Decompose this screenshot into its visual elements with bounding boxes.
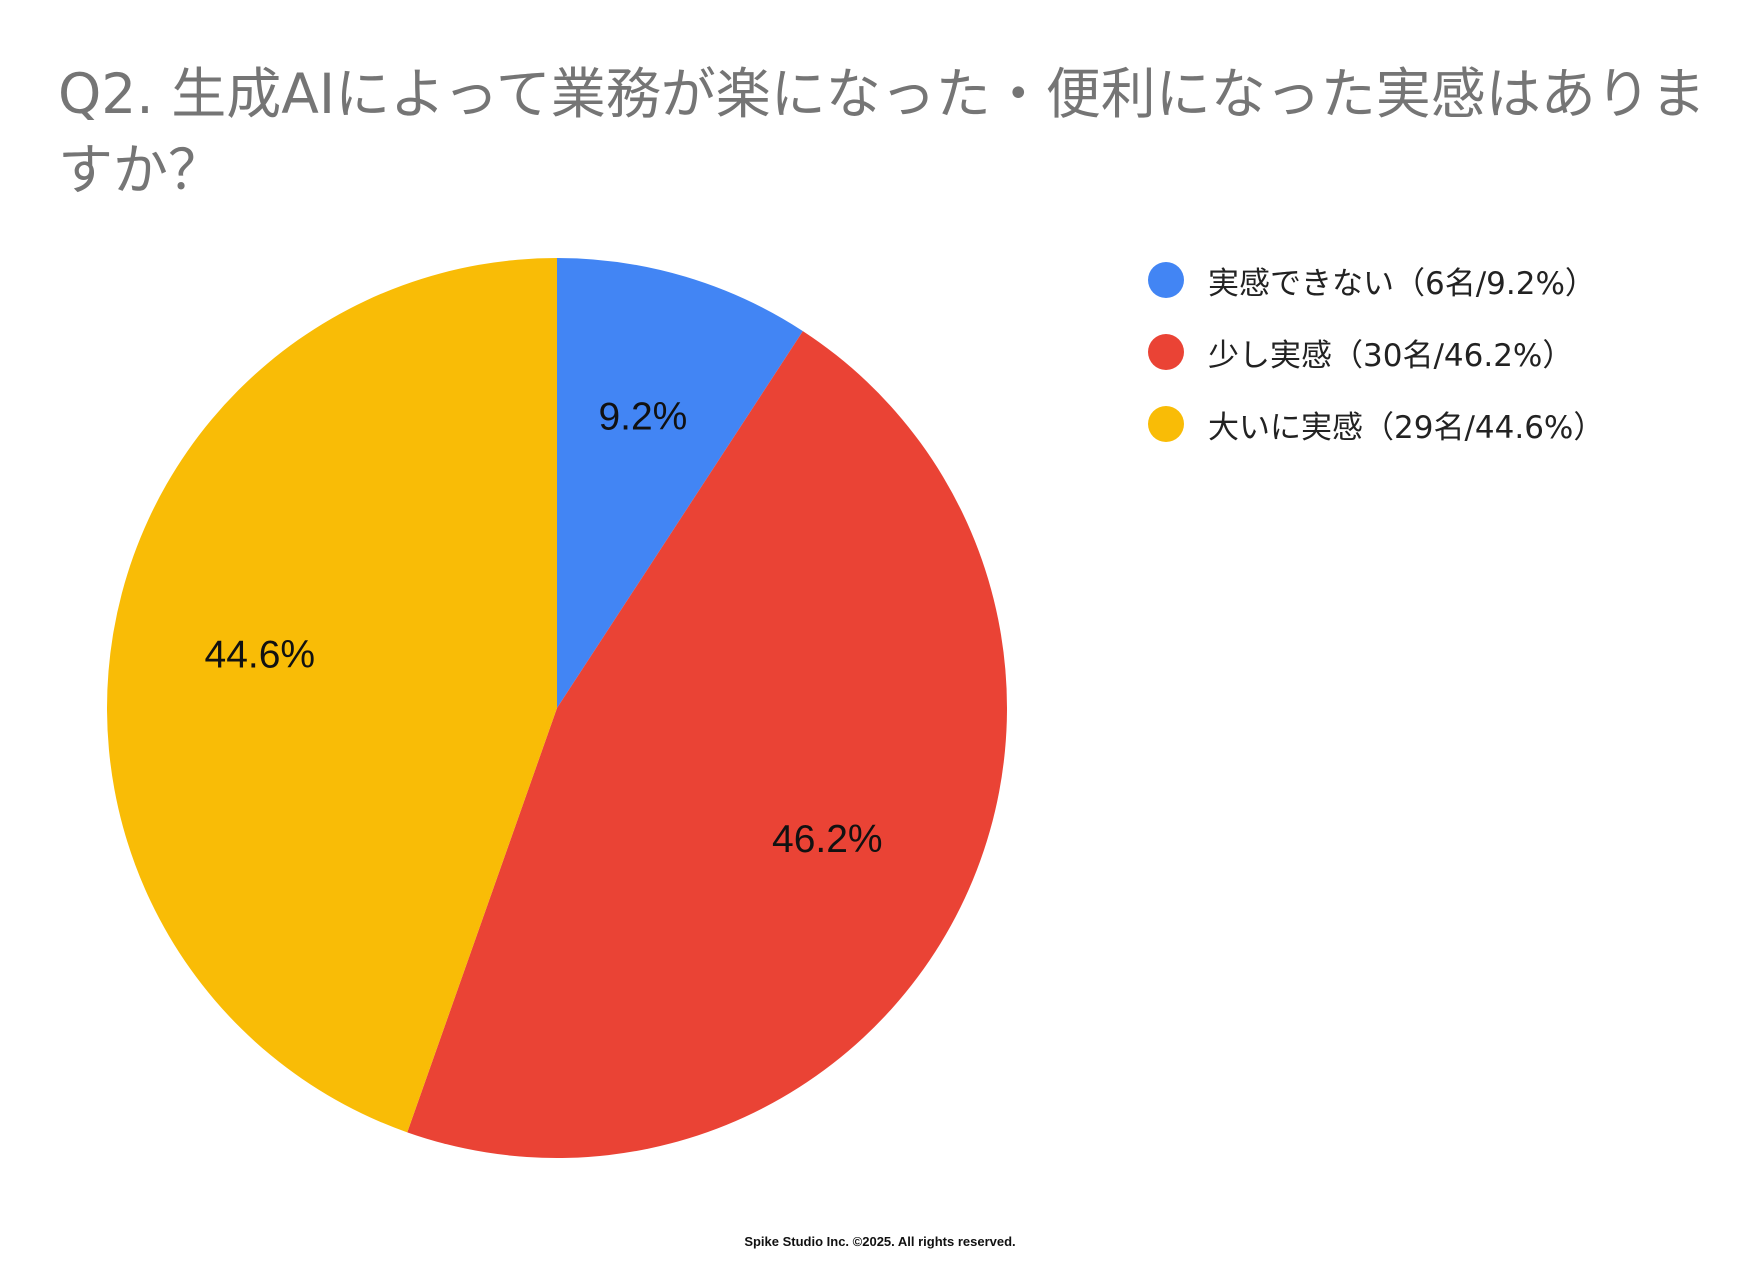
legend-swatch-2 [1148, 406, 1184, 442]
pie-slice-0 [557, 258, 803, 708]
pie-slice-label-1: 46.2% [772, 818, 883, 861]
pie-slice-label-0: 9.2% [598, 395, 687, 438]
legend-label-1: 少し実感（30名/46.2%） [1208, 337, 1574, 374]
pie-slice-2 [106, 258, 557, 1133]
pie-slice-1 [407, 331, 1008, 1158]
chart-legend: 実感できない（6名/9.2%） 少し実感（30名/46.2%） 大いに実感（29… [1148, 256, 1604, 472]
pie-slice-label-2: 44.6% [205, 633, 316, 676]
legend-item-1: 少し実感（30名/46.2%） [1148, 328, 1604, 376]
chart-title: Q2. 生成AIによって業務が楽になった・便利になった実感はありますか？ [58, 62, 1706, 202]
legend-label-2: 大いに実感（29名/44.6%） [1208, 409, 1605, 446]
legend-swatch-0 [1148, 262, 1184, 298]
copyright-footer: Spike Studio Inc. ©2025. All rights rese… [744, 1234, 1016, 1249]
legend-label-0: 実感できない（6名/9.2%） [1208, 265, 1596, 302]
legend-item-0: 実感できない（6名/9.2%） [1148, 256, 1604, 304]
legend-swatch-1 [1148, 334, 1184, 370]
legend-item-2: 大いに実感（29名/44.6%） [1148, 400, 1604, 448]
